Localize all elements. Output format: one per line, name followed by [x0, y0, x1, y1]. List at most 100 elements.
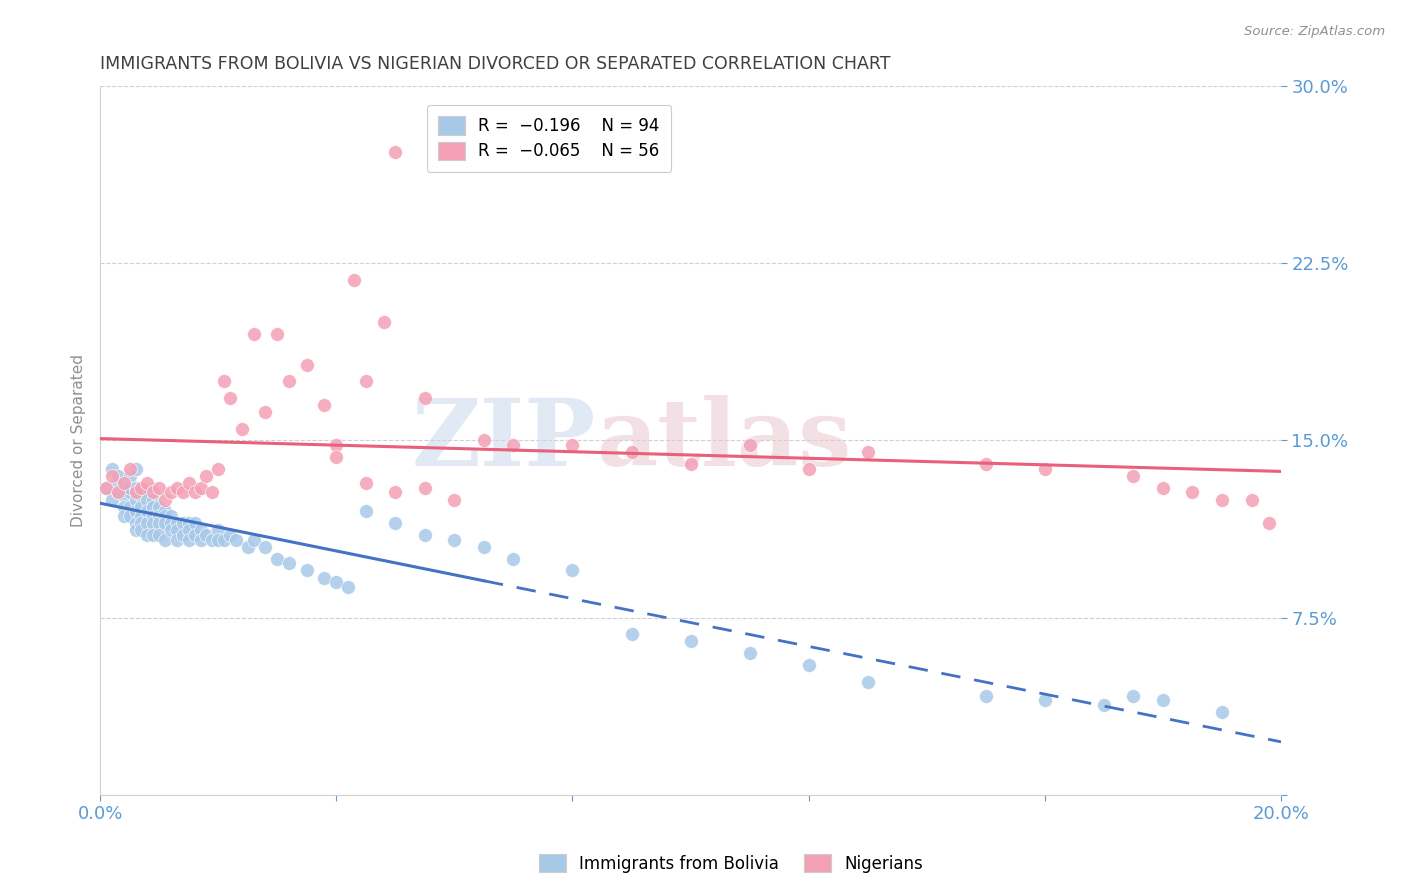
Point [118, 481, 141, 495]
Point [124, 485, 146, 500]
Point [101, 462, 124, 476]
Point [561, 564, 583, 578]
Point [183, 485, 205, 500]
Point [160, 516, 183, 531]
Point [354, 504, 377, 518]
Point [136, 504, 159, 518]
Point [177, 523, 200, 537]
Point [974, 689, 997, 703]
Point [94, 481, 117, 495]
Point [207, 533, 229, 547]
Point [153, 492, 176, 507]
Point [153, 533, 176, 547]
Point [190, 523, 212, 537]
Point [172, 528, 194, 542]
Point [266, 551, 288, 566]
Point [153, 504, 176, 518]
Point [148, 509, 170, 524]
Point [183, 516, 205, 531]
Point [219, 528, 242, 542]
Point [112, 475, 135, 490]
Point [679, 457, 702, 471]
Point [201, 533, 224, 547]
Point [384, 485, 406, 500]
Point [314, 570, 336, 584]
Point [354, 375, 377, 389]
Point [107, 485, 129, 500]
Point [131, 488, 153, 502]
Point [124, 462, 146, 476]
Point [314, 398, 336, 412]
Text: atlas: atlas [596, 395, 852, 485]
Point [112, 488, 135, 502]
Point [443, 533, 465, 547]
Point [136, 485, 159, 500]
Point [1033, 462, 1056, 476]
Point [112, 481, 135, 495]
Point [254, 405, 277, 419]
Point [219, 391, 242, 405]
Point [190, 481, 212, 495]
Point [325, 450, 347, 464]
Point [384, 145, 406, 159]
Point [325, 575, 347, 590]
Legend: R =  −0.196    N = 94, R =  −0.065    N = 56: R = −0.196 N = 94, R = −0.065 N = 56 [426, 104, 671, 172]
Point [295, 564, 318, 578]
Point [124, 516, 146, 531]
Point [266, 326, 288, 341]
Point [242, 326, 264, 341]
Point [443, 492, 465, 507]
Point [107, 485, 129, 500]
Point [142, 516, 165, 531]
Point [195, 528, 218, 542]
Point [136, 516, 159, 531]
Point [278, 557, 301, 571]
Point [148, 528, 170, 542]
Point [166, 481, 188, 495]
Point [207, 523, 229, 537]
Point [1240, 492, 1263, 507]
Point [131, 481, 153, 495]
Point [738, 438, 761, 452]
Point [502, 551, 524, 566]
Point [1258, 516, 1281, 531]
Point [974, 457, 997, 471]
Point [278, 375, 301, 389]
Point [413, 528, 436, 542]
Point [160, 485, 183, 500]
Point [225, 533, 247, 547]
Point [118, 509, 141, 524]
Point [797, 658, 820, 673]
Point [101, 469, 124, 483]
Point [142, 528, 165, 542]
Point [118, 500, 141, 514]
Text: ZIP: ZIP [412, 395, 596, 485]
Point [502, 438, 524, 452]
Point [101, 492, 124, 507]
Point [231, 422, 253, 436]
Point [142, 492, 165, 507]
Point [1152, 693, 1174, 707]
Point [373, 315, 395, 329]
Point [112, 509, 135, 524]
Point [142, 485, 165, 500]
Point [236, 540, 259, 554]
Point [856, 674, 879, 689]
Point [131, 481, 153, 495]
Point [118, 462, 141, 476]
Point [620, 627, 643, 641]
Point [172, 485, 194, 500]
Point [124, 492, 146, 507]
Point [124, 504, 146, 518]
Point [295, 358, 318, 372]
Point [561, 438, 583, 452]
Point [325, 438, 347, 452]
Point [148, 500, 170, 514]
Point [201, 485, 224, 500]
Point [148, 516, 170, 531]
Point [472, 540, 495, 554]
Point [679, 634, 702, 648]
Point [166, 533, 188, 547]
Point [131, 509, 153, 524]
Point [153, 516, 176, 531]
